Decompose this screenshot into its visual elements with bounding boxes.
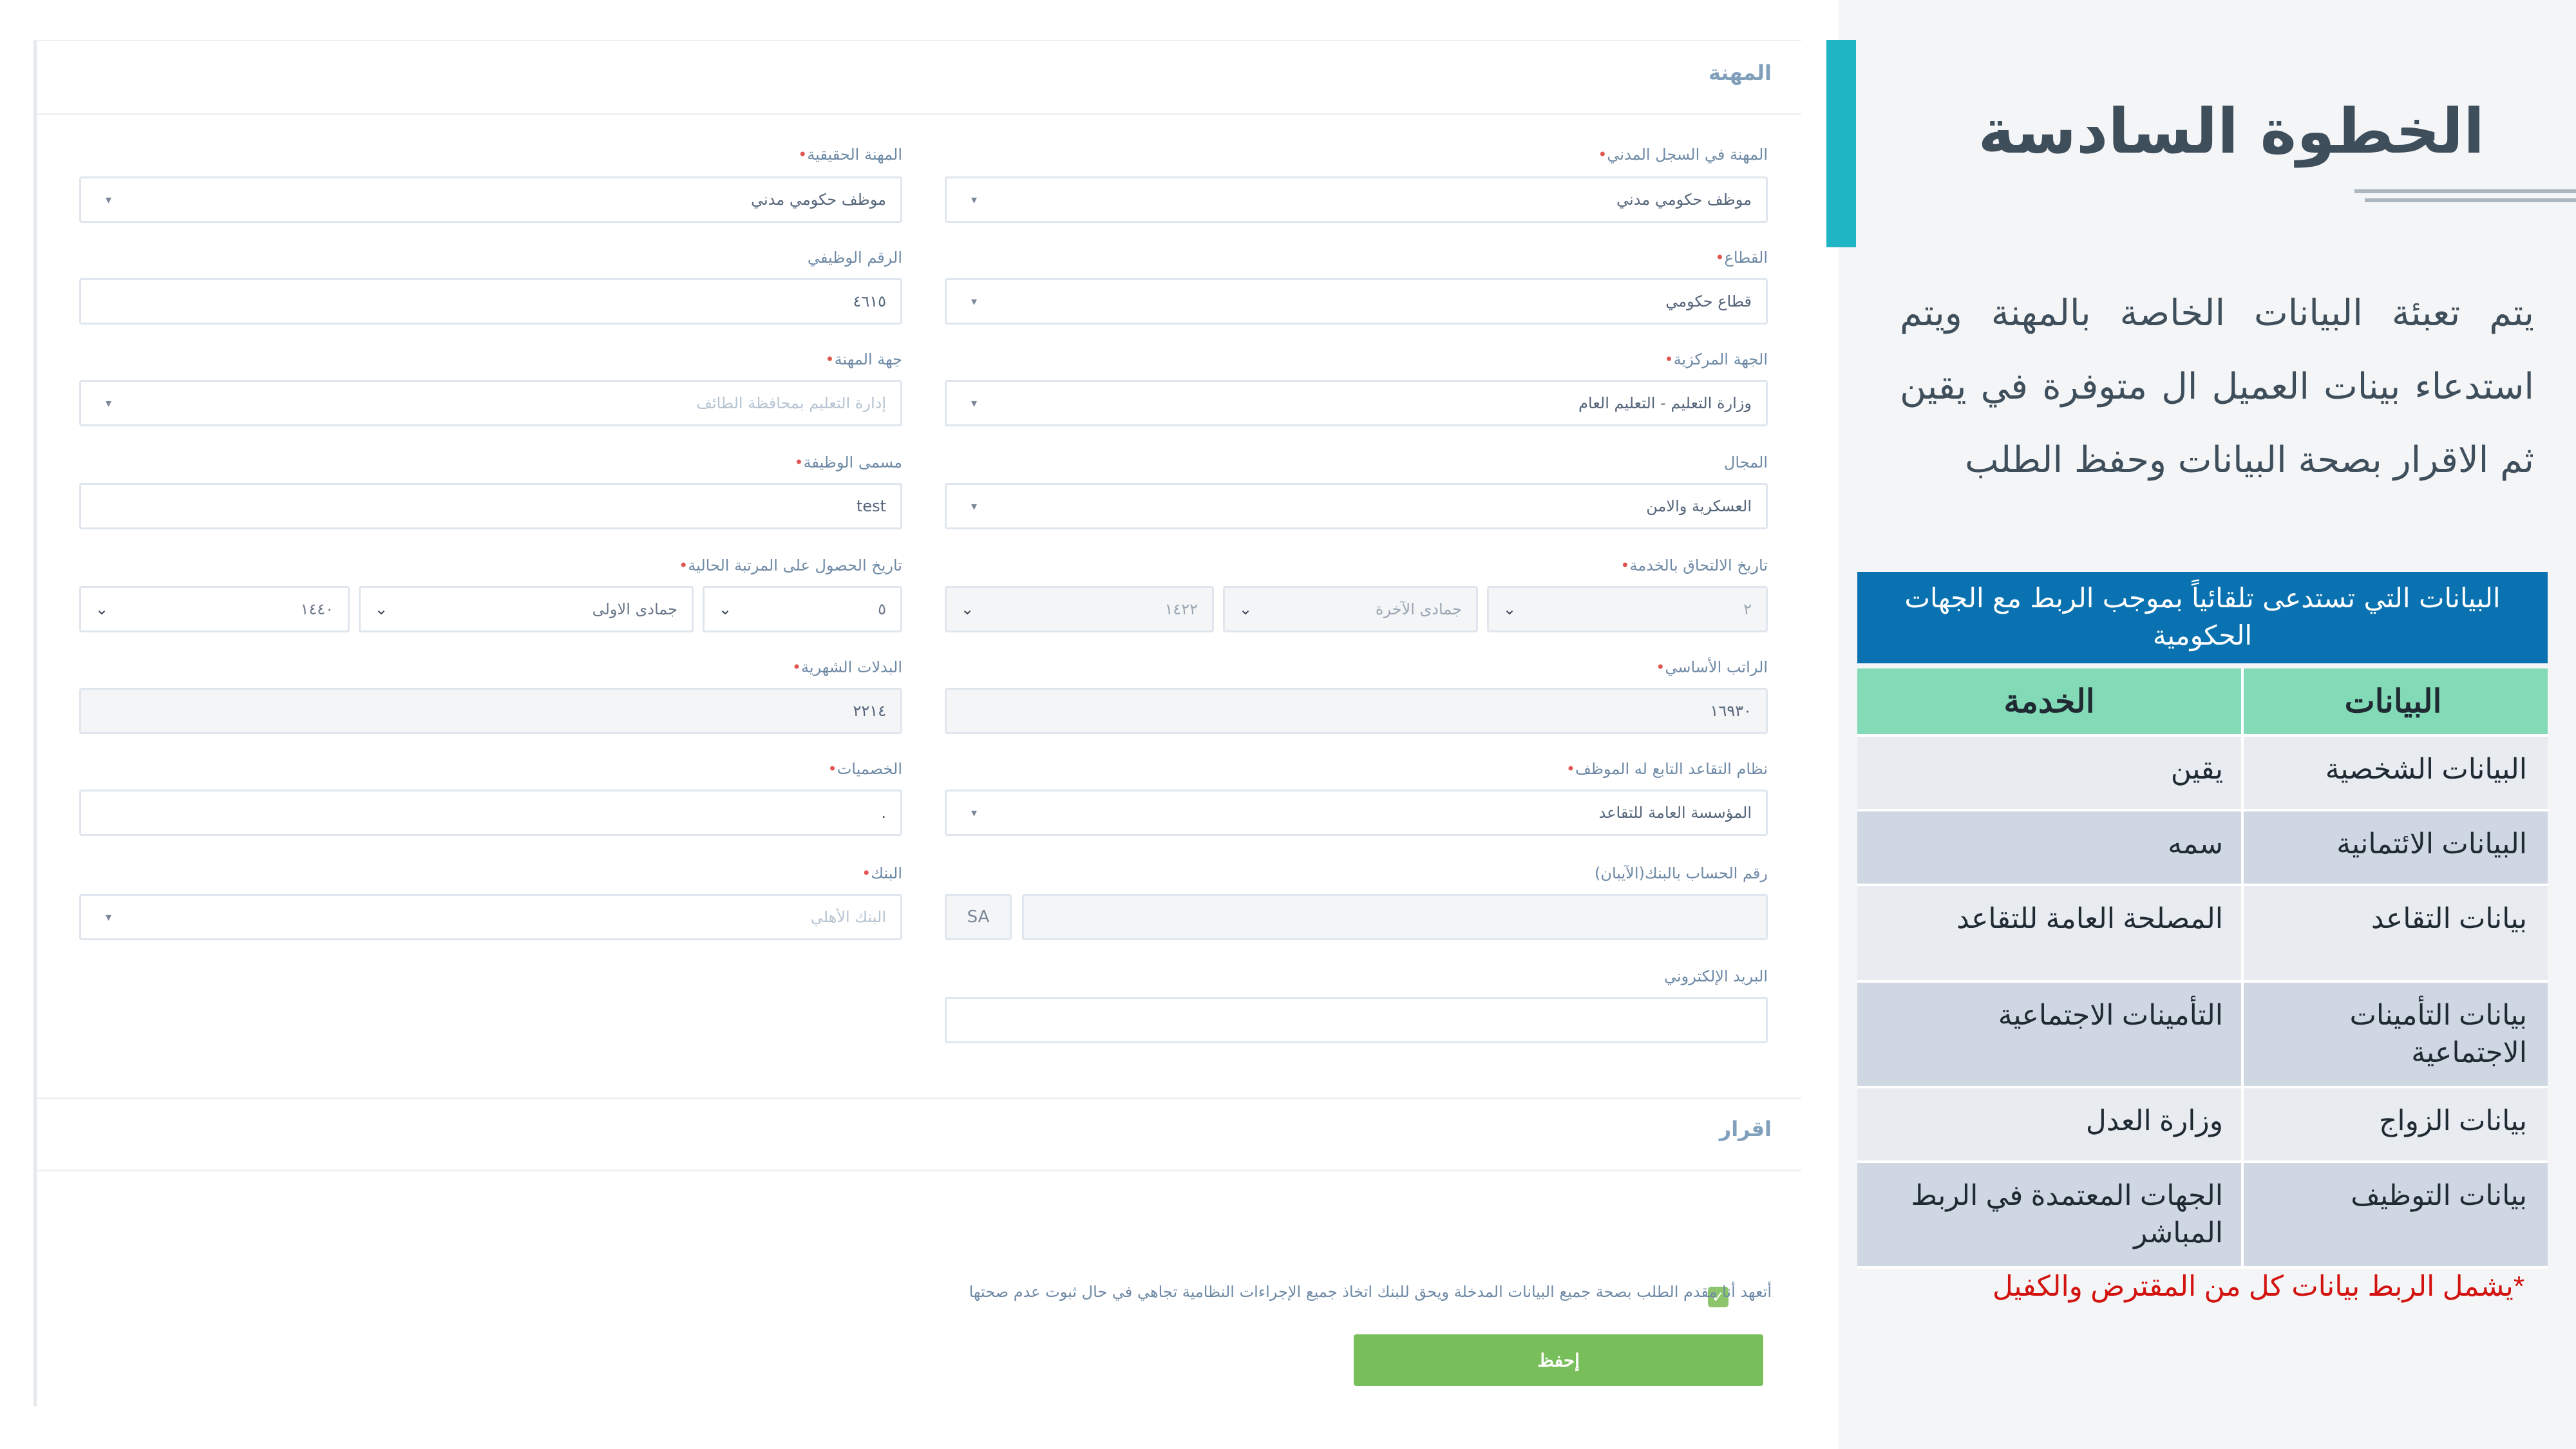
civil-occupation-label: المهنة في السجل المدني• (1598, 146, 1768, 164)
form-area: المهنة المهنة في السجل المدني• ▾ موظف حكو… (33, 40, 1801, 1406)
save-button[interactable]: إحفظ (1354, 1334, 1763, 1386)
rank-day-select[interactable]: ٥ ⌄ (703, 586, 902, 632)
section-divider (37, 1097, 1801, 1099)
deductions-input[interactable]: . (79, 790, 902, 836)
service-cell: وزارة العدل (1857, 1088, 2241, 1163)
chevron-down-icon: ⌄ (1503, 600, 1517, 618)
allowances-label: البدلات الشهرية• (791, 658, 902, 676)
service-cell: يقين (1857, 737, 2241, 811)
table-caption: البيانات التي تستدعى تلقائياً بموجب الرب… (1857, 572, 2548, 663)
chevron-down-icon: ▾ (971, 499, 978, 513)
chevron-down-icon: ▾ (971, 806, 978, 820)
table-row: وزارة العدل بيانات الزواج (1857, 1088, 2548, 1163)
retirement-system-select[interactable]: ▾ المؤسسة العامة للتقاعد (945, 790, 1768, 836)
deductions-label: الخصميات• (828, 760, 902, 778)
title-underline (2365, 198, 2576, 202)
integration-grid: الخدمة البيانات يقين البيانات الشخصية سم… (1857, 668, 2548, 1269)
join-day-select[interactable]: ٢ ⌄ (1487, 586, 1768, 632)
service-column-header: الخدمة (1857, 668, 2241, 737)
civil-occupation-select[interactable]: ▾ موظف حكومي مدني (945, 176, 1768, 223)
table-row: المصلحة العامة للتقاعد بيانات التقاعد (1857, 886, 2548, 983)
step-title: الخطوة السادسة (1978, 95, 2485, 167)
chevron-down-icon: ▾ (971, 294, 978, 308)
central-authority-label: الجهة المركزية• (1664, 350, 1768, 368)
email-input[interactable] (945, 997, 1768, 1043)
sector-select[interactable]: ▾ قطاع حكومي (945, 278, 1768, 325)
basic-salary-label: الراتب الأساسي• (1656, 658, 1768, 676)
iban-country-prefix: SA (945, 894, 1012, 940)
field-label: المجال (1723, 453, 1768, 471)
chevron-down-icon: ▾ (106, 396, 112, 410)
actual-occupation-select[interactable]: ▾ موظف حكومي مدني (79, 176, 902, 223)
sector-label: القطاع• (1715, 249, 1768, 267)
section-divider (37, 113, 1801, 115)
data-cell: بيانات التقاعد (2241, 886, 2548, 983)
service-cell: المصلحة العامة للتقاعد (1857, 886, 2241, 983)
basic-salary-input[interactable]: ١٦٩٣٠ (945, 688, 1768, 734)
declaration-text: أتعهد أنا مقدم الطلب بصحة جميع البيانات … (969, 1283, 1772, 1301)
service-join-date-label: تاريخ الالتحاق بالخدمة• (1620, 556, 1768, 574)
occupation-section-title: المهنة (1708, 61, 1772, 85)
service-cell: التأمينات الاجتماعية (1857, 983, 2241, 1088)
central-authority-select[interactable]: ▾ وزارة التعليم - التعليم العام (945, 380, 1768, 426)
data-cell: البيانات الشخصية (2241, 737, 2548, 811)
title-underline (2354, 189, 2576, 193)
footnote: *يشمل الربط بيانات كل من المقترض والكفيل (1992, 1271, 2524, 1302)
chevron-down-icon: ▾ (971, 193, 978, 207)
email-label: البريد الإلكتروني (1663, 967, 1768, 985)
iban-label: رقم الحساب بالبنك(الآيبان) (1594, 864, 1768, 882)
accent-bar (1826, 40, 1856, 247)
chevron-down-icon: ▾ (106, 910, 112, 924)
chevron-down-icon: ⌄ (719, 600, 732, 618)
data-cell: بيانات التأمينات الاجتماعية (2241, 983, 2548, 1088)
join-month-select[interactable]: جمادى الآخرة ⌄ (1223, 586, 1478, 632)
table-row: التأمينات الاجتماعية بيانات التأمينات ال… (1857, 983, 2548, 1088)
data-cell: البيانات الائتمانية (2241, 811, 2548, 886)
chevron-down-icon: ⌄ (961, 600, 974, 618)
occupation-form-card: المهنة المهنة في السجل المدني• ▾ موظف حكو… (33, 40, 1801, 1406)
rank-month-select[interactable]: جمادى الاولى ⌄ (359, 586, 694, 632)
retirement-system-label: نظام التقاعد التابع له الموظف• (1566, 760, 1768, 778)
employer-label: جهة المهنة• (825, 350, 902, 368)
data-cell: بيانات التوظيف (2241, 1163, 2548, 1269)
chevron-down-icon: ▾ (106, 193, 112, 207)
rank-year-select[interactable]: ١٤٤٠ ⌄ (79, 586, 350, 632)
data-cell: بيانات الزواج (2241, 1088, 2548, 1163)
section-divider (37, 1170, 1801, 1171)
chevron-down-icon: ⌄ (95, 600, 109, 618)
data-column-header: البيانات (2241, 668, 2548, 737)
step-description: يتم تعبئة البيانات الخاصة بالمهنة ويتم ا… (1900, 292, 2534, 481)
service-cell: الجهات المعتمدة في الربط المباشر (1857, 1163, 2241, 1269)
table-row: يقين البيانات الشخصية (1857, 737, 2548, 811)
job-title-label: مسمى الوظيفة• (794, 453, 902, 471)
integration-table: البيانات التي تستدعى تلقائياً بموجب الرب… (1857, 572, 2548, 1269)
job-title-input[interactable]: test (79, 483, 902, 529)
table-row: سمه البيانات الائتمانية (1857, 811, 2548, 886)
chevron-down-icon: ⌄ (375, 600, 388, 618)
chevron-down-icon: ▾ (971, 396, 978, 410)
employee-number-label: الرقم الوظيفي (807, 249, 902, 267)
table-row: الجهات المعتمدة في الربط المباشر بيانات … (1857, 1163, 2548, 1269)
rank-date-label: تاريخ الحصول على المرتبة الحالية• (679, 556, 902, 574)
actual-occupation-label: المهنة الحقيقية• (798, 146, 902, 164)
bank-select[interactable]: ▾ البنك الأهلي (79, 894, 902, 940)
declaration-checkbox[interactable]: ✓ (1708, 1287, 1728, 1307)
chevron-down-icon: ⌄ (1239, 600, 1253, 618)
employer-select[interactable]: ▾ إدارة التعليم بمحافظة الطائف (79, 380, 902, 426)
bank-label: البنك• (862, 864, 902, 882)
service-cell: سمه (1857, 811, 2241, 886)
field-select[interactable]: ▾ العسكرية والامن (945, 483, 1768, 529)
declaration-section-title: اقرار (1719, 1117, 1772, 1141)
join-year-select[interactable]: ١٤٢٢ ⌄ (945, 586, 1214, 632)
employee-number-input[interactable]: ٤٦١٥ (79, 278, 902, 325)
iban-input[interactable] (1022, 894, 1768, 940)
allowances-input[interactable]: ٢٢١٤ (79, 688, 902, 734)
